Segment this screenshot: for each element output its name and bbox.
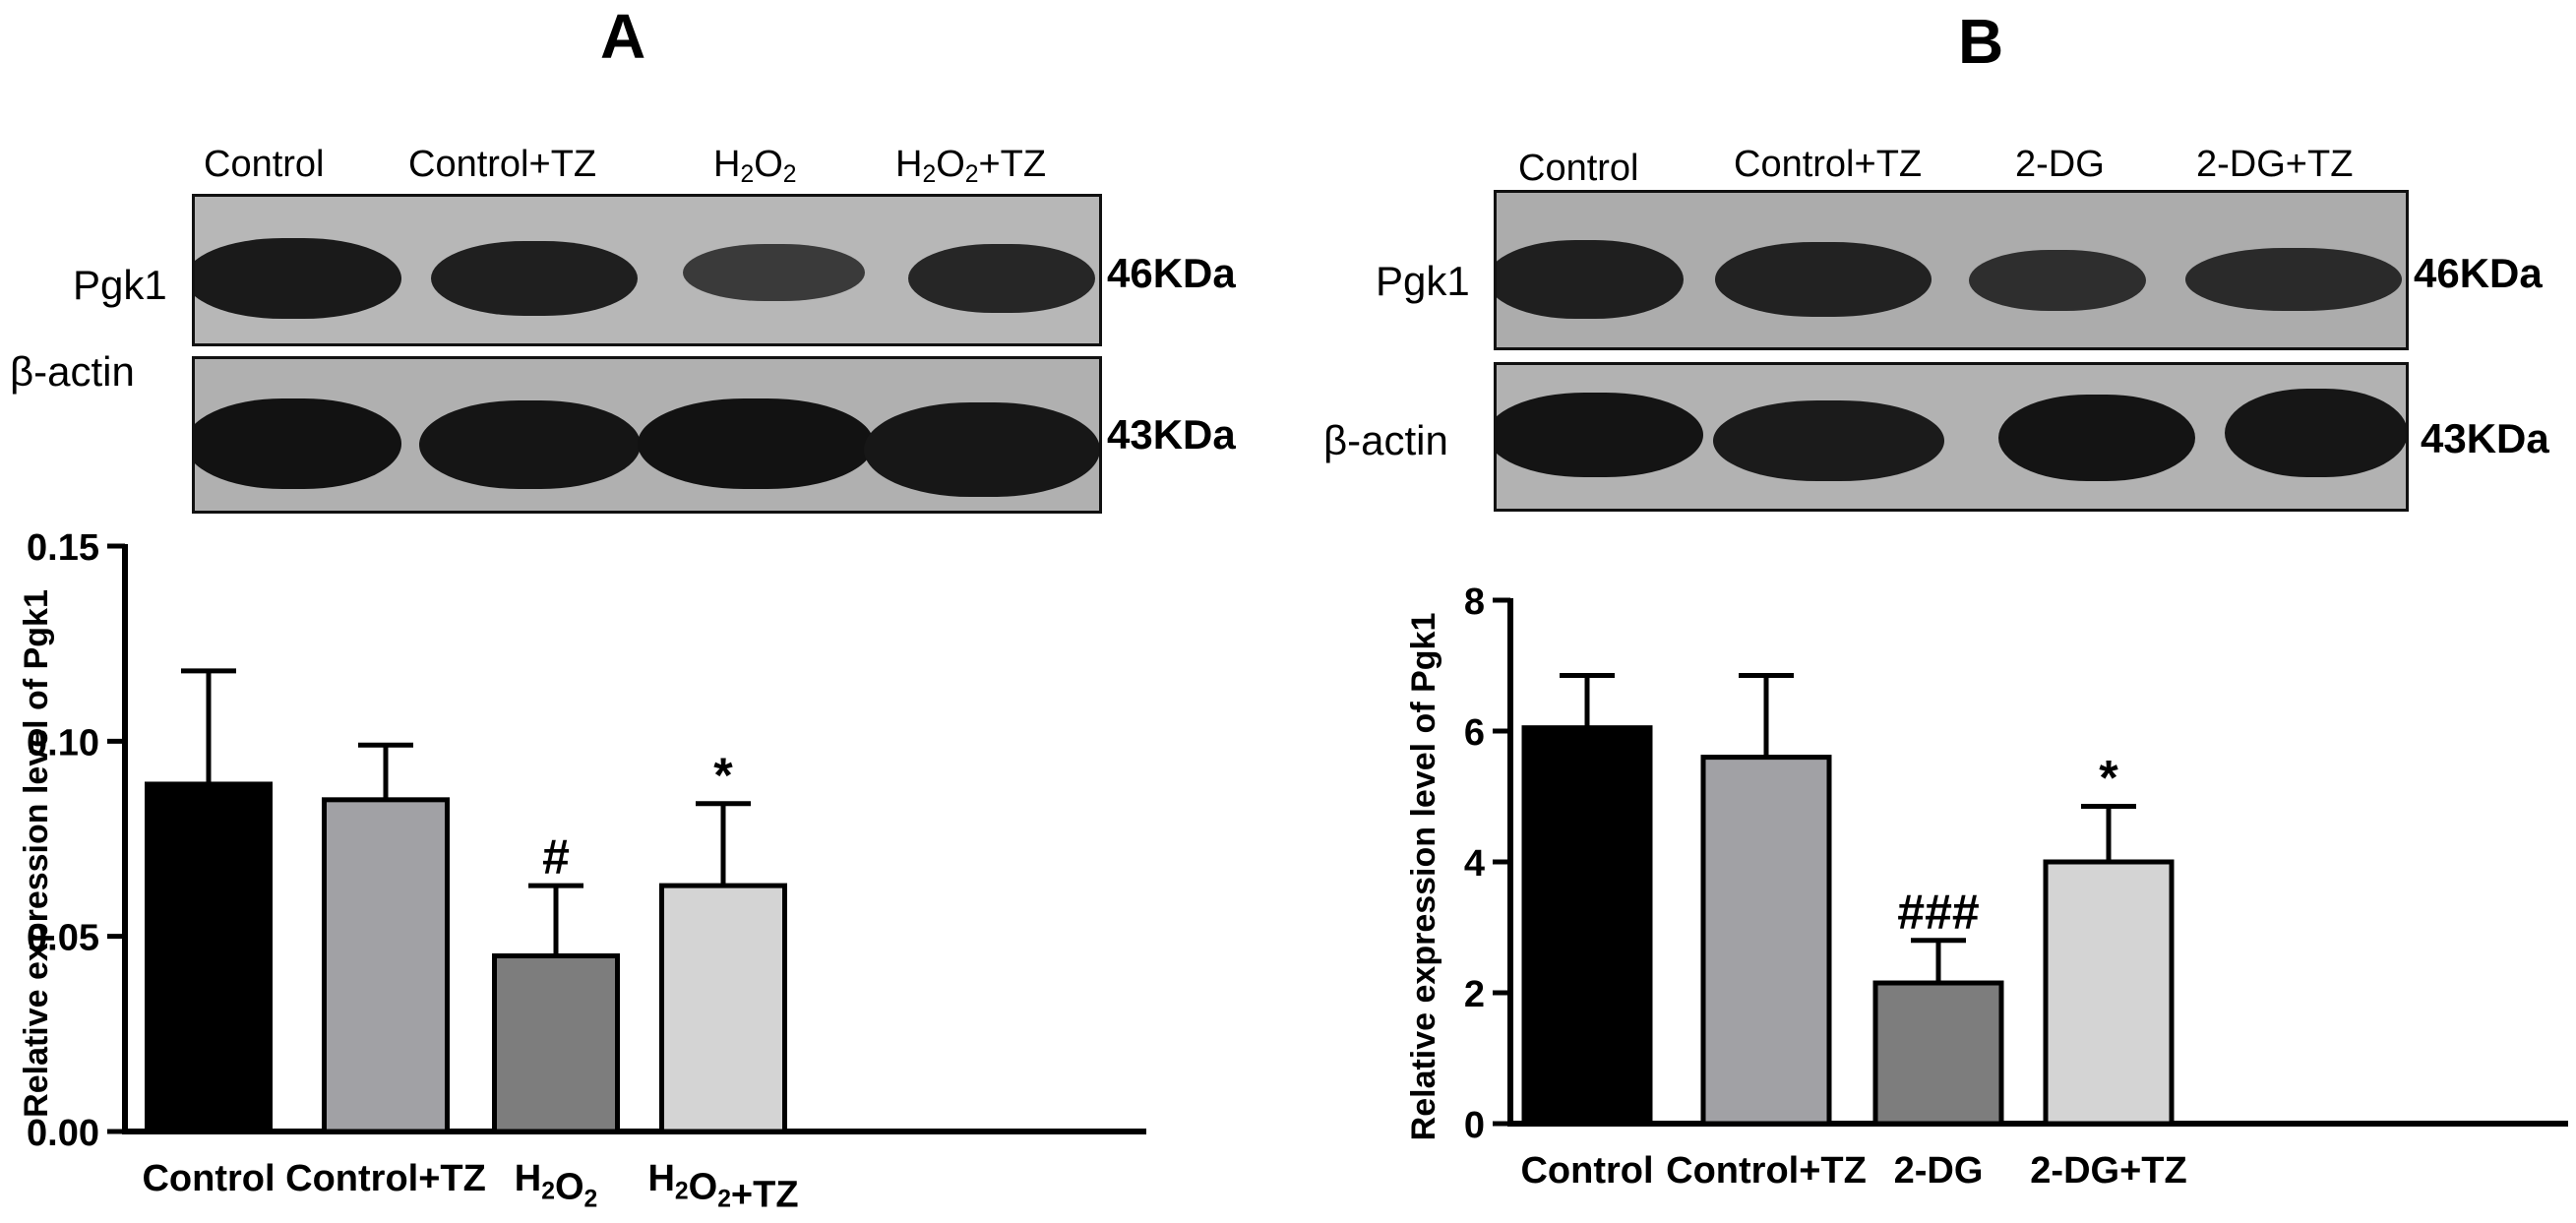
band [1497, 393, 1703, 477]
bar [145, 781, 273, 1134]
bar [1700, 755, 1832, 1127]
band [1715, 242, 1932, 317]
band [683, 244, 865, 301]
band [1713, 400, 1944, 481]
y-tick-label: 0.10 [27, 722, 99, 764]
y-axis-label: Relative expression level of Pgk1 [18, 589, 55, 1118]
x-tick-label: H2O2 [515, 1158, 597, 1213]
band [908, 244, 1095, 313]
bar-chart-b: Relative expression level of Pgk1 0 2 4 6 8 Co… [1405, 581, 2568, 1192]
kda-label-43-a: 43KDa [1107, 411, 1236, 458]
bar [2043, 859, 2175, 1127]
lane-label-b-3: 2-DG [2015, 144, 2105, 185]
lane-label-b-1: Control [1518, 148, 1639, 189]
bar [492, 953, 620, 1134]
y-tick-label: 0 [1464, 1105, 1485, 1146]
significance-annotation: * [713, 748, 733, 803]
panel-letter-b: B [1958, 6, 2004, 77]
x-tick-label: Control+TZ [1666, 1150, 1867, 1192]
significance-annotation: * [2099, 750, 2118, 805]
bar [659, 883, 787, 1134]
y-tick-label: 6 [1464, 712, 1485, 754]
lane-label-a-4: H2O2+TZ [895, 144, 1047, 189]
y-tick-label: 4 [1464, 843, 1485, 885]
panel-letter-a: A [600, 1, 646, 72]
band [2225, 389, 2406, 477]
x-tick-label: Control [142, 1158, 275, 1199]
x-tick-label: Control [1520, 1150, 1653, 1192]
y-tick-label: 2 [1464, 974, 1485, 1015]
blot-actin-a [192, 356, 1102, 514]
blot-row-label-actin-b: β-actin [1323, 417, 1448, 463]
x-tick-label: Control+TZ [285, 1158, 486, 1199]
x-tick-label: 2-DG [1894, 1150, 1984, 1192]
y-tick-label: 8 [1464, 581, 1485, 623]
band [1497, 240, 1684, 319]
lane-label-a-1: Control [204, 144, 325, 185]
y-tick-label: 0.00 [27, 1113, 99, 1154]
kda-label-46-b: 46KDa [2414, 250, 2543, 296]
significance-annotation: # [542, 829, 570, 885]
significance-annotation: ### [1897, 885, 1979, 940]
blot-row-label-pgk1-a: Pgk1 [73, 262, 167, 308]
band [1998, 395, 2195, 481]
lane-label-a-3: H2O2 [713, 144, 797, 189]
x-tick-label: 2-DG+TZ [2030, 1150, 2186, 1192]
bar [322, 797, 450, 1134]
band [195, 238, 401, 319]
band [431, 241, 638, 316]
y-tick-label: 0.05 [27, 918, 99, 959]
blot-actin-b [1494, 362, 2409, 512]
lane-label-b-4: 2-DG+TZ [2196, 144, 2354, 185]
band [419, 400, 641, 489]
lane-label-b-2: Control+TZ [1734, 144, 1923, 185]
band [195, 398, 401, 489]
band [638, 398, 874, 489]
blot-row-label-actin-a: β-actin [10, 348, 135, 395]
blot-row-label-pgk1-b: Pgk1 [1376, 258, 1470, 304]
x-tick-label: H2O2+TZ [647, 1158, 798, 1216]
blot-pgk1-b [1494, 190, 2409, 350]
bar [1872, 980, 2004, 1127]
band [1969, 250, 2146, 311]
band [864, 402, 1099, 497]
y-tick-label: 0.15 [27, 527, 99, 569]
blot-pgk1-a [192, 194, 1102, 346]
kda-label-46-a: 46KDa [1107, 250, 1236, 296]
kda-label-43-b: 43KDa [2421, 415, 2549, 461]
band [2185, 248, 2402, 311]
bar [1521, 725, 1653, 1127]
lane-label-a-2: Control+TZ [408, 144, 597, 185]
y-axis-label: Relative expression level of Pgk1 [1405, 613, 1442, 1141]
